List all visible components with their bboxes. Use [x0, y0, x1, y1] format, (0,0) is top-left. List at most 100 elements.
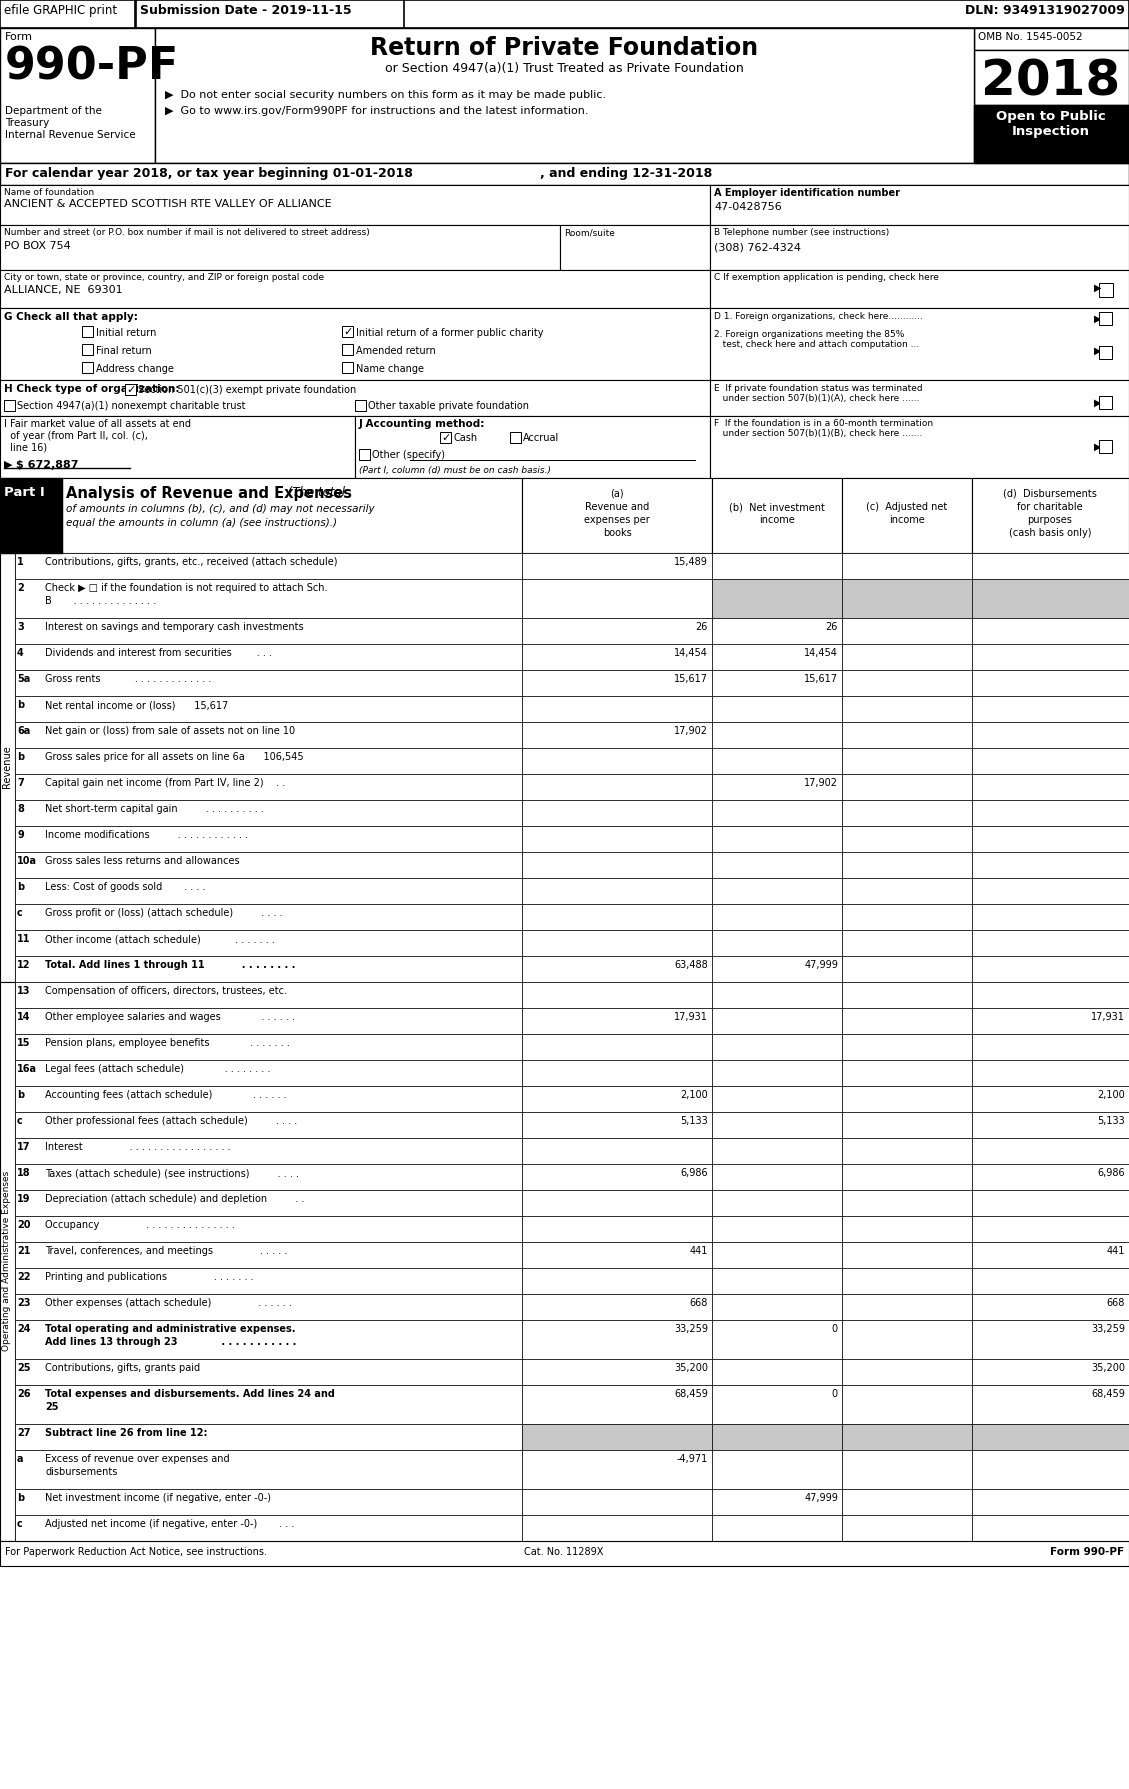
Text: ALLIANCE, NE  69301: ALLIANCE, NE 69301 [5, 284, 123, 295]
Text: 13: 13 [17, 986, 30, 996]
Bar [440, 431, 450, 444]
Bar [842, 617, 972, 644]
Text: 2. Foreign organizations meeting the 85%
   test, check here and attach computat: 2. Foreign organizations meeting the 85%… [714, 329, 919, 349]
Text: 0: 0 [832, 1388, 838, 1399]
Text: 0: 0 [832, 1324, 838, 1335]
Bar [522, 955, 712, 982]
Bar [522, 1165, 712, 1190]
Bar [712, 1320, 842, 1360]
Text: 35,200: 35,200 [674, 1363, 708, 1372]
Bar [974, 29, 1129, 50]
Text: Initial return: Initial return [96, 327, 157, 338]
Bar [15, 748, 522, 775]
Bar [972, 723, 1129, 748]
Bar [842, 1360, 972, 1385]
Text: Form 990-PF: Form 990-PF [1050, 1547, 1124, 1556]
Text: (a): (a) [610, 488, 624, 499]
Text: 18: 18 [17, 1168, 30, 1177]
Bar [710, 184, 1129, 225]
Text: Accounting fees (attach schedule)             . . . . . .: Accounting fees (attach schedule) . . . … [45, 1090, 287, 1100]
Bar [15, 1385, 522, 1424]
Bar [560, 225, 710, 270]
Text: ▶  Do not enter social security numbers on this form as it may be made public.: ▶ Do not enter social security numbers o… [165, 89, 606, 100]
Bar [15, 1138, 522, 1165]
Bar [15, 580, 522, 617]
Text: Open to Public: Open to Public [996, 109, 1106, 123]
Text: Income modifications         . . . . . . . . . . . .: Income modifications . . . . . . . . . .… [45, 830, 248, 841]
Text: Number and street (or P.O. box number if mail is not delivered to street address: Number and street (or P.O. box number if… [5, 227, 370, 236]
Bar [15, 696, 522, 723]
Bar [842, 955, 972, 982]
Text: 5,133: 5,133 [681, 1116, 708, 1125]
Text: Compensation of officers, directors, trustees, etc.: Compensation of officers, directors, tru… [45, 986, 287, 996]
Bar [712, 1190, 842, 1217]
Bar [15, 1451, 522, 1488]
Bar [522, 982, 712, 1007]
Text: b: b [17, 751, 24, 762]
Bar [842, 1165, 972, 1190]
Bar [842, 1061, 972, 1086]
Text: 2,100: 2,100 [681, 1090, 708, 1100]
Text: Amended return: Amended return [356, 345, 436, 356]
Text: PO BOX 754: PO BOX 754 [5, 242, 71, 250]
Bar [972, 1034, 1129, 1061]
Text: c: c [17, 1519, 23, 1530]
Bar [522, 775, 712, 800]
Bar [842, 748, 972, 775]
Text: 16a: 16a [17, 1064, 37, 1073]
Bar [0, 308, 710, 379]
Bar [972, 1268, 1129, 1293]
Bar [974, 50, 1129, 106]
Bar [842, 1268, 972, 1293]
Text: efile GRAPHIC print: efile GRAPHIC print [5, 4, 117, 18]
Bar [712, 1086, 842, 1113]
Bar [0, 1540, 1129, 1565]
Bar [0, 184, 710, 225]
Bar [972, 852, 1129, 878]
Bar [522, 1385, 712, 1424]
Text: income: income [759, 515, 795, 524]
Text: 14,454: 14,454 [674, 648, 708, 658]
Text: b: b [17, 1090, 24, 1100]
Text: 15: 15 [17, 1038, 30, 1048]
Text: Legal fees (attach schedule)             . . . . . . . .: Legal fees (attach schedule) . . . . . .… [45, 1064, 271, 1073]
Text: C If exemption application is pending, check here: C If exemption application is pending, c… [714, 274, 939, 283]
Bar [125, 385, 135, 395]
Text: Treasury: Treasury [5, 118, 50, 129]
Bar [972, 580, 1129, 617]
Text: Net investment income (if negative, enter -0-): Net investment income (if negative, ente… [45, 1494, 271, 1503]
Bar [842, 1424, 972, 1451]
Bar [842, 930, 972, 955]
Bar [15, 1061, 522, 1086]
Bar [842, 1086, 972, 1113]
Text: (b)  Net investment: (b) Net investment [729, 503, 825, 512]
Bar [712, 671, 842, 696]
Bar [15, 644, 522, 671]
Bar [842, 982, 972, 1007]
Bar [522, 1424, 712, 1451]
Text: income: income [890, 515, 925, 524]
Text: $ 672,887: $ 672,887 [16, 460, 79, 471]
Bar [342, 326, 353, 336]
Bar [842, 1515, 972, 1540]
Text: 22: 22 [17, 1272, 30, 1283]
Text: Subtract line 26 from line 12:: Subtract line 26 from line 12: [45, 1428, 208, 1438]
Text: Contributions, gifts, grants, etc., received (attach schedule): Contributions, gifts, grants, etc., rece… [45, 556, 338, 567]
Bar [522, 1086, 712, 1113]
Text: F  If the foundation is in a 60-month termination
   under section 507(b)(1)(B),: F If the foundation is in a 60-month ter… [714, 419, 934, 438]
Text: 668: 668 [1106, 1299, 1124, 1308]
Text: 17,902: 17,902 [674, 726, 708, 735]
Text: b: b [17, 882, 24, 893]
Text: 23: 23 [17, 1299, 30, 1308]
Bar [712, 852, 842, 878]
Text: expenses per: expenses per [584, 515, 650, 524]
Bar [522, 1138, 712, 1165]
Text: B Telephone number (see instructions): B Telephone number (see instructions) [714, 227, 890, 236]
Bar [15, 723, 522, 748]
Text: 10a: 10a [17, 855, 37, 866]
Text: a: a [17, 1454, 24, 1463]
Bar [712, 1424, 842, 1451]
Bar [15, 1190, 522, 1217]
Text: Operating and Administrative Expenses: Operating and Administrative Expenses [2, 1170, 11, 1351]
Bar [710, 379, 1129, 417]
